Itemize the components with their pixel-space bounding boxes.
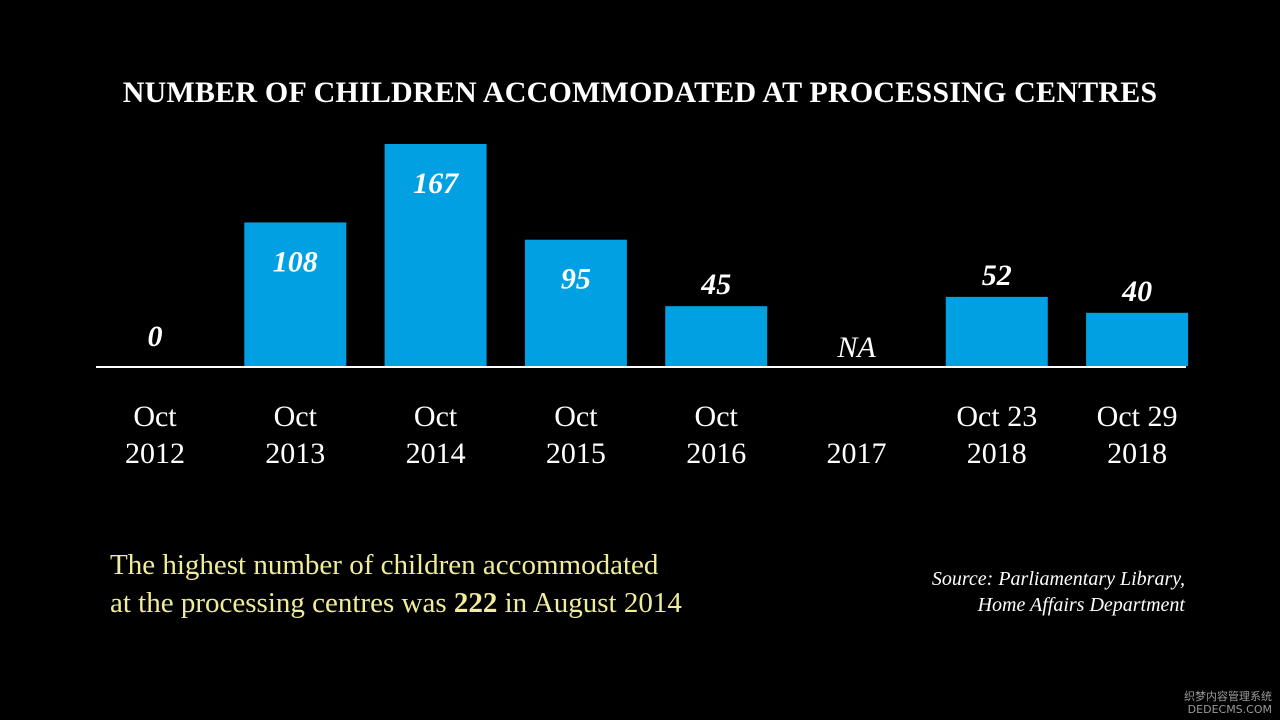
highlight-line-2-prefix: at the processing centres was	[110, 587, 454, 619]
category-label-7-line-1: Oct 29	[1097, 400, 1178, 433]
bar-3	[524, 239, 627, 366]
bar-6	[945, 296, 1048, 366]
category-label-2-line-2: 2014	[406, 437, 466, 470]
source-line-2: Home Affairs Department	[977, 594, 1185, 616]
category-labels-group: Oct 2012 Oct 2013 Oct 2014 Oct 2015 Oct 2016 2017 O…	[125, 400, 1178, 470]
value-label-6: 52	[982, 259, 1012, 292]
bar-4	[665, 306, 768, 366]
bar-7	[1086, 312, 1189, 366]
value-label-5: NA	[836, 331, 876, 364]
chart-title: NUMBER OF CHILDREN ACCOMMODATED AT PROCE…	[122, 76, 1158, 109]
highlight-note: The highest number of children accommoda…	[110, 546, 810, 622]
category-label-7-line-2: 2018	[1107, 437, 1167, 470]
highlight-line-1: The highest number of children accommoda…	[110, 549, 659, 581]
category-label-4-line-2: 2016	[686, 437, 746, 470]
category-label-0-line-1: Oct	[133, 400, 177, 433]
highlight-line-2-suffix: in August 2014	[497, 587, 682, 619]
category-label-5-line-2: 2017	[827, 437, 887, 470]
highlight-line-2: at the processing centres was 222 in Aug…	[110, 584, 810, 622]
category-label-0-line-2: 2012	[125, 437, 185, 470]
category-label-3-line-1: Oct	[554, 400, 598, 433]
watermark: 织梦内容管理系统 DEDECMS.COM	[1184, 690, 1272, 716]
category-label-4-line-1: Oct	[695, 400, 739, 433]
category-label-1-line-1: Oct	[274, 400, 318, 433]
value-label-1: 108	[273, 245, 318, 278]
bar-2	[384, 144, 487, 366]
source-line-1: Source: Parliamentary Library,	[931, 568, 1185, 590]
category-label-6-line-2: 2018	[967, 437, 1027, 470]
value-label-0: 0	[148, 320, 163, 353]
source-note: Source: Parliamentary Library, Home Affa…	[825, 566, 1185, 618]
watermark-line-1: 织梦内容管理系统	[1184, 690, 1272, 703]
value-label-2: 167	[413, 167, 459, 200]
watermark-line-2: DEDECMS.COM	[1187, 703, 1272, 716]
bars-group	[244, 144, 1189, 366]
category-label-1-line-2: 2013	[265, 437, 325, 470]
bar-1	[244, 222, 347, 366]
category-label-3-line-2: 2015	[546, 437, 606, 470]
value-label-7: 40	[1121, 275, 1152, 308]
value-label-4: 45	[700, 268, 731, 301]
category-label-6-line-1: Oct 23	[956, 400, 1037, 433]
value-labels-group: 0 108 167 95 45 NA 52 40	[148, 167, 1153, 364]
value-label-3: 95	[561, 263, 591, 296]
highlight-number: 222	[453, 587, 498, 619]
category-label-2-line-1: Oct	[414, 400, 458, 433]
